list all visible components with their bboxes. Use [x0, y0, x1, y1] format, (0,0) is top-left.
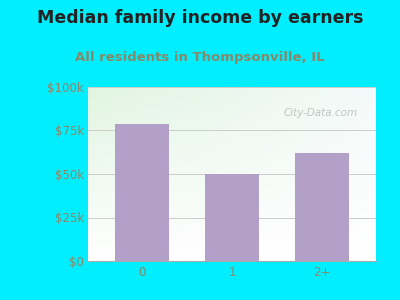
Bar — [115, 124, 169, 261]
Text: Median family income by earners: Median family income by earners — [37, 9, 363, 27]
Bar — [295, 153, 349, 261]
Bar — [205, 174, 259, 261]
Text: City-Data.com: City-Data.com — [284, 108, 358, 118]
Text: All residents in Thompsonville, IL: All residents in Thompsonville, IL — [75, 51, 325, 64]
